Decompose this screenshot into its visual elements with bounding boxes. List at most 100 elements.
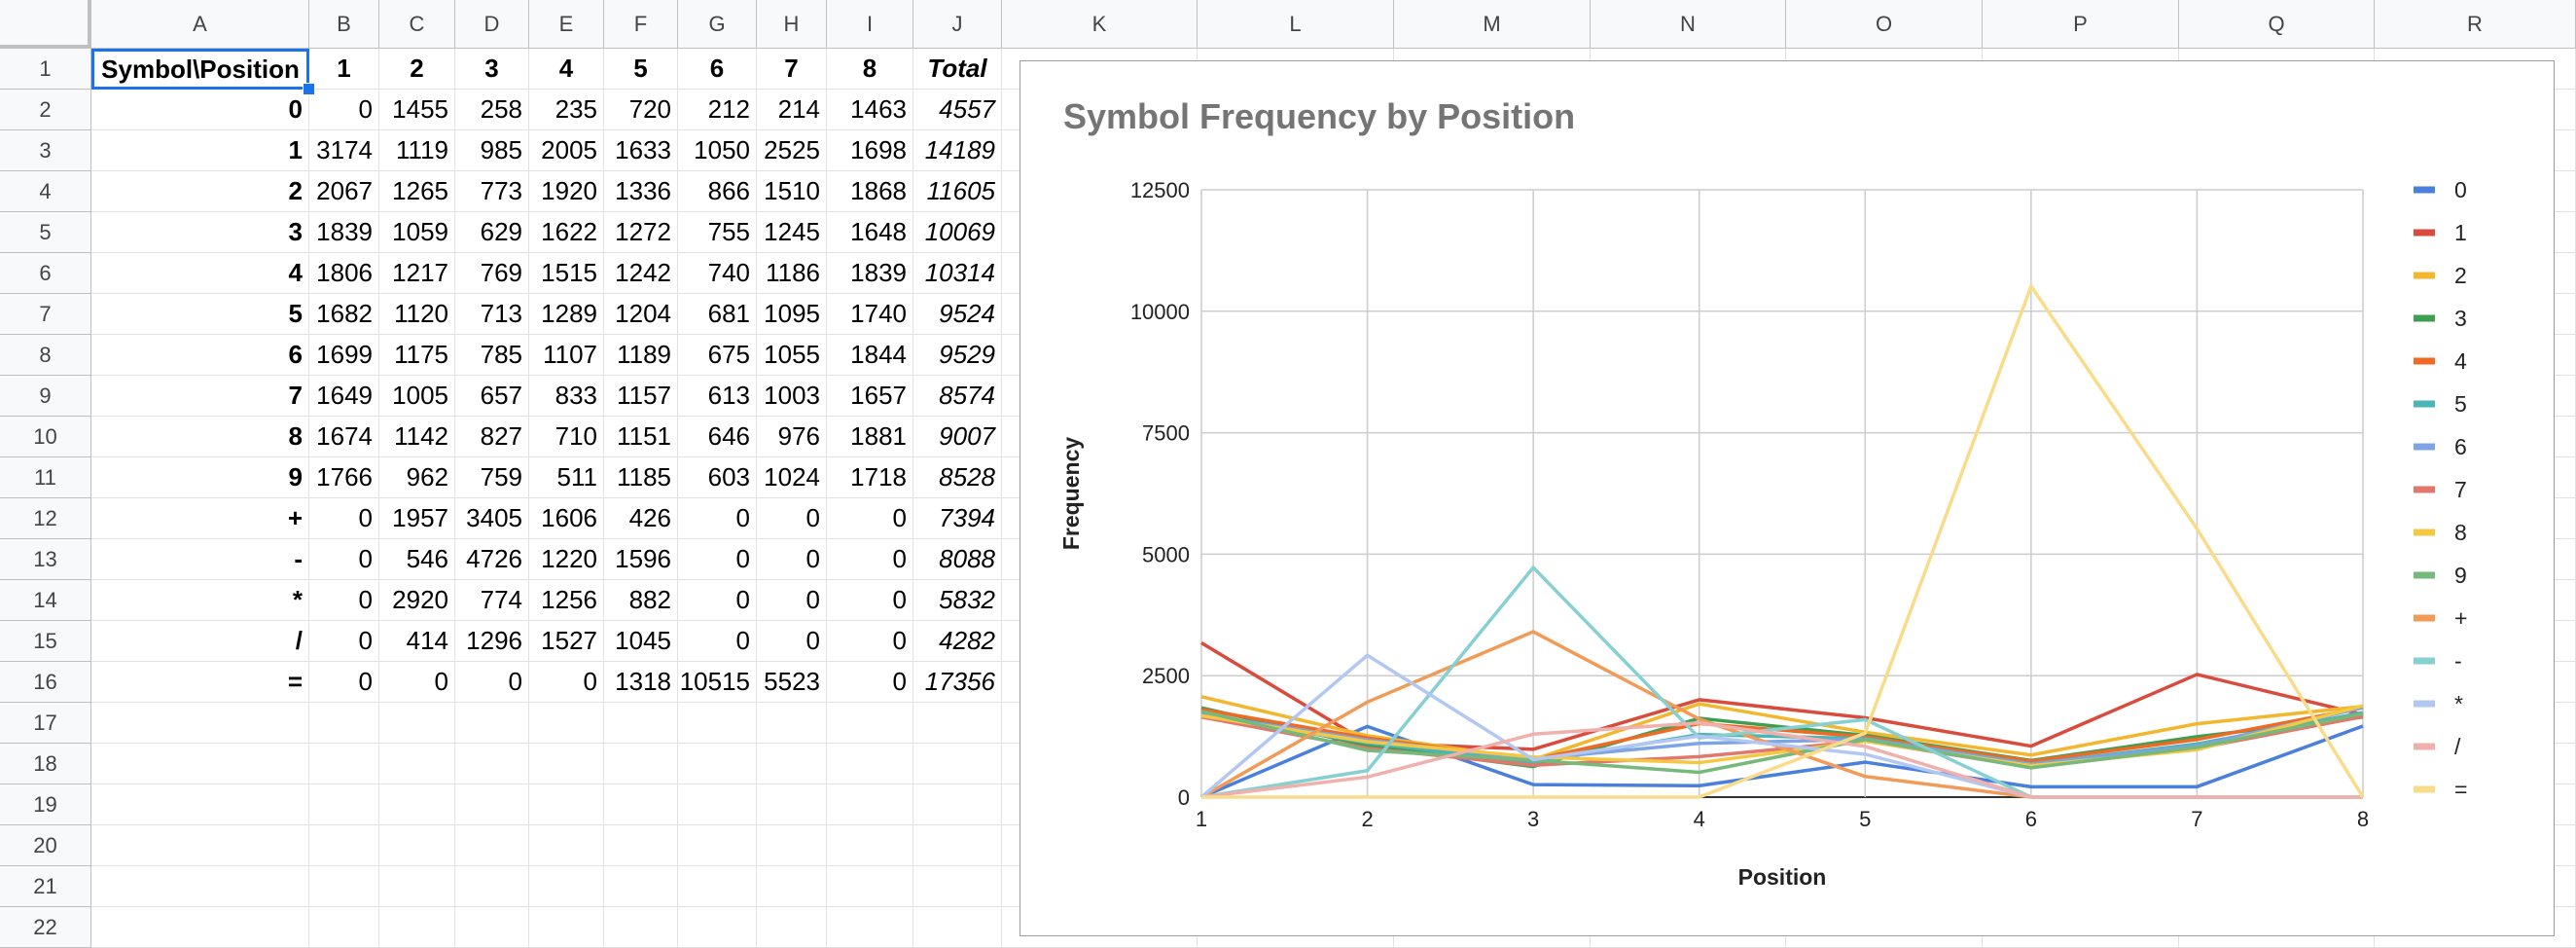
column-header-n[interactable]: N: [1591, 0, 1786, 49]
cell-g15[interactable]: 0: [678, 621, 757, 662]
row-header-22[interactable]: 22: [0, 907, 91, 948]
cell-i4[interactable]: 1868: [827, 171, 913, 212]
cell-d3[interactable]: 985: [455, 130, 529, 171]
cell-g22[interactable]: [678, 907, 757, 948]
cell-d11[interactable]: 759: [455, 457, 529, 498]
row-header-5[interactable]: 5: [0, 212, 91, 253]
cell-g16[interactable]: 10515: [678, 662, 757, 703]
cell-d22[interactable]: [455, 907, 529, 948]
cell-a13[interactable]: -: [91, 539, 309, 580]
cell-j1[interactable]: Total: [913, 49, 1002, 90]
cell-h18[interactable]: [757, 744, 827, 784]
cell-c15[interactable]: 414: [379, 621, 455, 662]
cell-b21[interactable]: [309, 866, 379, 907]
cell-a18[interactable]: [91, 744, 309, 784]
cell-e2[interactable]: 235: [529, 90, 604, 130]
cell-e22[interactable]: [529, 907, 604, 948]
row-header-15[interactable]: 15: [0, 621, 91, 662]
cell-d21[interactable]: [455, 866, 529, 907]
cell-b20[interactable]: [309, 825, 379, 866]
cell-b17[interactable]: [309, 703, 379, 744]
cell-g4[interactable]: 866: [678, 171, 757, 212]
cell-c7[interactable]: 1120: [379, 294, 455, 335]
cell-j22[interactable]: [913, 907, 1002, 948]
cell-e5[interactable]: 1622: [529, 212, 604, 253]
column-header-b[interactable]: B: [309, 0, 379, 49]
cell-a4[interactable]: 2: [91, 171, 309, 212]
cell-g19[interactable]: [678, 784, 757, 825]
cell-f5[interactable]: 1272: [604, 212, 678, 253]
cell-c6[interactable]: 1217: [379, 253, 455, 294]
column-header-a[interactable]: A: [91, 0, 309, 49]
cell-h15[interactable]: 0: [757, 621, 827, 662]
cell-i9[interactable]: 1657: [827, 376, 913, 417]
cell-a16[interactable]: =: [91, 662, 309, 703]
column-header-h[interactable]: H: [757, 0, 827, 49]
cell-b7[interactable]: 1682: [309, 294, 379, 335]
cell-c22[interactable]: [379, 907, 455, 948]
column-header-l[interactable]: L: [1198, 0, 1394, 49]
cell-f19[interactable]: [604, 784, 678, 825]
cell-i11[interactable]: 1718: [827, 457, 913, 498]
cell-f14[interactable]: 882: [604, 580, 678, 621]
cell-f1[interactable]: 5: [604, 49, 678, 90]
cell-h17[interactable]: [757, 703, 827, 744]
cell-f18[interactable]: [604, 744, 678, 784]
cell-d19[interactable]: [455, 784, 529, 825]
cell-a11[interactable]: 9: [91, 457, 309, 498]
cell-g1[interactable]: 6: [678, 49, 757, 90]
cell-h1[interactable]: 7: [757, 49, 827, 90]
cell-i17[interactable]: [827, 703, 913, 744]
cell-f8[interactable]: 1189: [604, 335, 678, 376]
cell-g11[interactable]: 603: [678, 457, 757, 498]
cell-e21[interactable]: [529, 866, 604, 907]
cell-h20[interactable]: [757, 825, 827, 866]
cell-b14[interactable]: 0: [309, 580, 379, 621]
cell-h19[interactable]: [757, 784, 827, 825]
row-header-19[interactable]: 19: [0, 784, 91, 825]
cell-h4[interactable]: 1510: [757, 171, 827, 212]
cell-c4[interactable]: 1265: [379, 171, 455, 212]
cell-j9[interactable]: 8574: [913, 376, 1002, 417]
row-header-9[interactable]: 9: [0, 376, 91, 417]
cell-h21[interactable]: [757, 866, 827, 907]
cell-a3[interactable]: 1: [91, 130, 309, 171]
cell-e11[interactable]: 511: [529, 457, 604, 498]
cell-c17[interactable]: [379, 703, 455, 744]
cell-d20[interactable]: [455, 825, 529, 866]
cell-b22[interactable]: [309, 907, 379, 948]
cell-f9[interactable]: 1157: [604, 376, 678, 417]
cell-e3[interactable]: 2005: [529, 130, 604, 171]
cell-d16[interactable]: 0: [455, 662, 529, 703]
cell-j21[interactable]: [913, 866, 1002, 907]
cell-i14[interactable]: 0: [827, 580, 913, 621]
cell-g7[interactable]: 681: [678, 294, 757, 335]
cell-j3[interactable]: 14189: [913, 130, 1002, 171]
cell-d17[interactable]: [455, 703, 529, 744]
row-header-4[interactable]: 4: [0, 171, 91, 212]
cell-f6[interactable]: 1242: [604, 253, 678, 294]
cell-g6[interactable]: 740: [678, 253, 757, 294]
cell-d9[interactable]: 657: [455, 376, 529, 417]
cell-b4[interactable]: 2067: [309, 171, 379, 212]
cell-b13[interactable]: 0: [309, 539, 379, 580]
cell-j6[interactable]: 10314: [913, 253, 1002, 294]
cell-b15[interactable]: 0: [309, 621, 379, 662]
line-chart[interactable]: Symbol Frequency by Position 0 2500 5000 750…: [1020, 60, 2555, 936]
cell-f10[interactable]: 1151: [604, 417, 678, 457]
cell-g3[interactable]: 1050: [678, 130, 757, 171]
column-header-k[interactable]: K: [1002, 0, 1198, 49]
cell-a6[interactable]: 4: [91, 253, 309, 294]
column-header-o[interactable]: O: [1786, 0, 1983, 49]
cell-h11[interactable]: 1024: [757, 457, 827, 498]
cell-h7[interactable]: 1095: [757, 294, 827, 335]
fill-handle[interactable]: [303, 83, 315, 95]
cell-j15[interactable]: 4282: [913, 621, 1002, 662]
cell-b6[interactable]: 1806: [309, 253, 379, 294]
cell-c1[interactable]: 2: [379, 49, 455, 90]
cell-a9[interactable]: 7: [91, 376, 309, 417]
cell-c12[interactable]: 1957: [379, 498, 455, 539]
cell-h14[interactable]: 0: [757, 580, 827, 621]
cell-e12[interactable]: 1606: [529, 498, 604, 539]
cell-d13[interactable]: 4726: [455, 539, 529, 580]
